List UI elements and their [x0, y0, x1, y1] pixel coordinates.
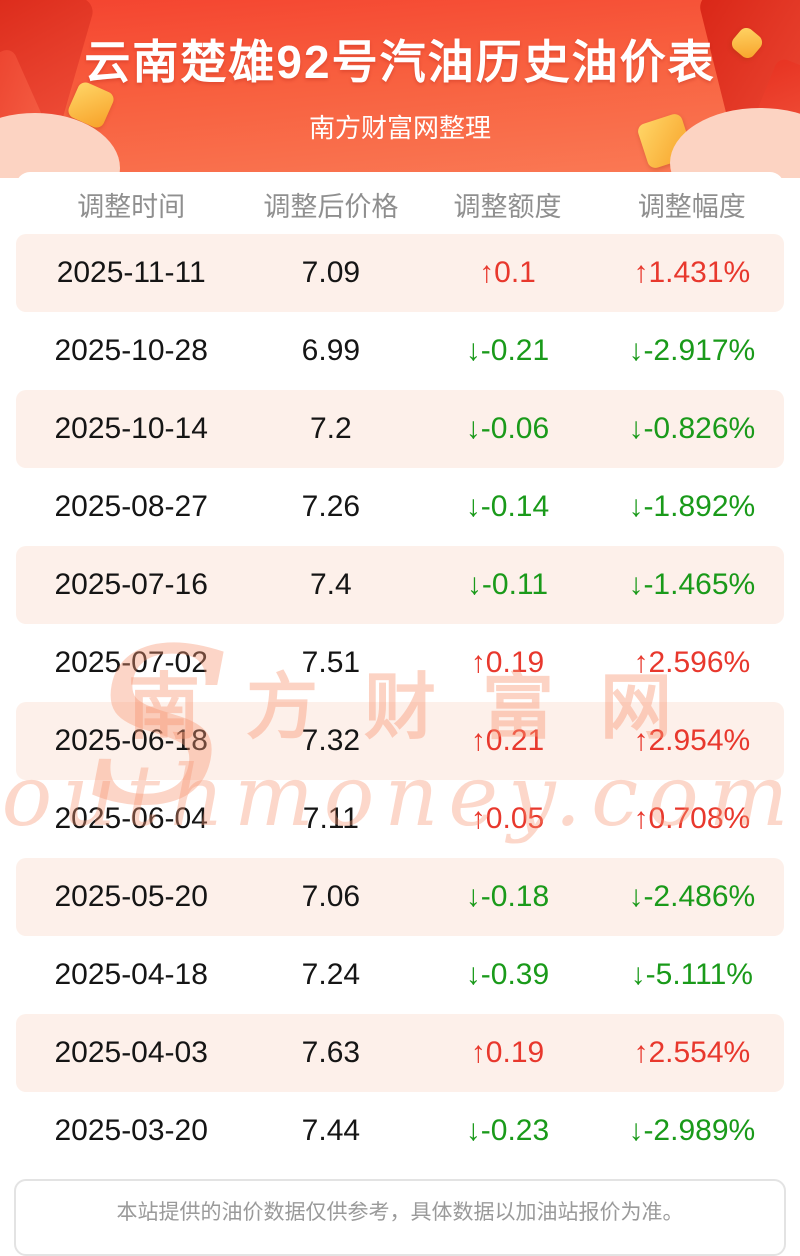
table-row: 2025-06-04 7.11 ↑0.05 ↑0.708%	[16, 780, 784, 858]
cell-change-percent: ↑2.554%	[633, 1036, 751, 1069]
cell-date: 2025-03-20	[54, 1114, 208, 1147]
cell-date: 2025-10-14	[54, 412, 208, 445]
page-subtitle: 南方财富网整理	[308, 113, 491, 143]
cell-change-percent: ↓-0.826%	[628, 412, 756, 445]
cell-change-amount: ↓-0.14	[465, 490, 550, 523]
cell-date: 2025-04-03	[54, 1036, 208, 1069]
cell-change-amount: ↑0.05	[470, 802, 545, 835]
cell-date: 2025-07-02	[54, 646, 208, 679]
cell-change-amount: ↓-0.06	[465, 412, 550, 445]
cell-change-percent: ↓-2.917%	[628, 334, 756, 367]
cell-price: 7.26	[301, 490, 361, 523]
cell-price: 7.63	[301, 1036, 361, 1069]
cell-change-amount: ↓-0.39	[465, 958, 550, 991]
cell-change-percent: ↑2.954%	[633, 724, 751, 757]
cell-date: 2025-11-11	[56, 256, 206, 289]
cell-change-amount: ↑0.21	[470, 724, 545, 757]
cell-price: 7.2	[310, 412, 352, 445]
cell-change-percent: ↓-5.111%	[630, 958, 753, 991]
table-row: 2025-03-20 7.44 ↓-0.23 ↓-2.989%	[16, 1092, 784, 1170]
cell-price: 7.09	[301, 256, 361, 289]
cell-change-percent: ↓-2.989%	[628, 1114, 756, 1147]
cell-price: 6.99	[301, 334, 361, 367]
cell-change-amount: ↓-0.11	[466, 568, 549, 601]
table-row: 2025-07-16 7.4 ↓-0.11 ↓-1.465%	[16, 546, 784, 624]
cell-change-percent: ↓-2.486%	[628, 880, 756, 913]
header-banner: 云南楚雄92号汽油历史油价表 南方财富网整理	[0, 0, 800, 178]
table-header-row: 调整时间 调整后价格 调整额度 调整幅度	[16, 174, 784, 234]
header-change-amount: 调整额度	[453, 191, 562, 222]
table-row: 2025-10-14 7.2 ↓-0.06 ↓-0.826%	[16, 390, 784, 468]
page-title: 云南楚雄92号汽油历史油价表	[84, 36, 716, 88]
cell-change-amount: ↓-0.21	[465, 334, 550, 367]
disclaimer-box: 本站提供的油价数据仅供参考，具体数据以加油站报价为准。	[14, 1179, 786, 1256]
table-row: 2025-10-28 6.99 ↓-0.21 ↓-2.917%	[16, 312, 784, 390]
cell-date: 2025-05-20	[54, 880, 208, 913]
table-row: 2025-11-11 7.09 ↑0.1 ↑1.431%	[16, 234, 784, 312]
cell-change-amount: ↑0.1	[479, 256, 536, 289]
header-adjust-date: 调整时间	[77, 191, 186, 222]
cell-change-percent: ↑2.596%	[633, 646, 751, 679]
cell-change-amount: ↓-0.18	[465, 880, 550, 913]
table-row: 2025-08-27 7.26 ↓-0.14 ↓-1.892%	[16, 468, 784, 546]
cell-change-percent: ↑0.708%	[633, 802, 751, 835]
cell-price: 7.11	[302, 802, 359, 835]
table-row: 2025-06-18 7.32 ↑0.21 ↑2.954%	[16, 702, 784, 780]
price-table: 调整时间 调整后价格 调整额度 调整幅度 2025-11-11 7.09 ↑0.1 ↑…	[16, 172, 784, 1170]
table-row: 2025-05-20 7.06 ↓-0.18 ↓-2.486%	[16, 858, 784, 936]
cell-date: 2025-08-27	[54, 490, 208, 523]
cell-change-amount: ↓-0.23	[465, 1114, 550, 1147]
cell-change-amount: ↑0.19	[470, 1036, 545, 1069]
header-change-percent: 调整幅度	[637, 191, 746, 222]
cell-change-amount: ↑0.19	[470, 646, 545, 679]
disclaimer-text: 本站提供的油价数据仅供参考，具体数据以加油站报价为准。	[116, 1201, 684, 1224]
table-body: 2025-11-11 7.09 ↑0.1 ↑1.431% 2025-10-28 6.99 ↓…	[16, 234, 784, 1170]
table-row: 2025-04-03 7.63 ↑0.19 ↑2.554%	[16, 1014, 784, 1092]
header-price-after: 调整后价格	[263, 191, 399, 222]
cell-price: 7.06	[301, 880, 361, 913]
cell-price: 7.32	[301, 724, 361, 757]
cell-change-percent: ↑1.431%	[633, 256, 751, 289]
cell-date: 2025-06-18	[54, 724, 208, 757]
cell-price: 7.4	[310, 568, 352, 601]
cell-date: 2025-06-04	[54, 802, 208, 835]
cell-date: 2025-10-28	[54, 334, 208, 367]
cell-date: 2025-04-18	[54, 958, 208, 991]
table-row: 2025-07-02 7.51 ↑0.19 ↑2.596%	[16, 624, 784, 702]
cell-price: 7.24	[301, 958, 361, 991]
cell-price: 7.44	[301, 1114, 361, 1147]
table-row: 2025-04-18 7.24 ↓-0.39 ↓-5.111%	[16, 936, 784, 1014]
cell-date: 2025-07-16	[54, 568, 208, 601]
cell-change-percent: ↓-1.892%	[628, 490, 756, 523]
cell-change-percent: ↓-1.465%	[628, 568, 756, 601]
cell-price: 7.51	[301, 646, 361, 679]
